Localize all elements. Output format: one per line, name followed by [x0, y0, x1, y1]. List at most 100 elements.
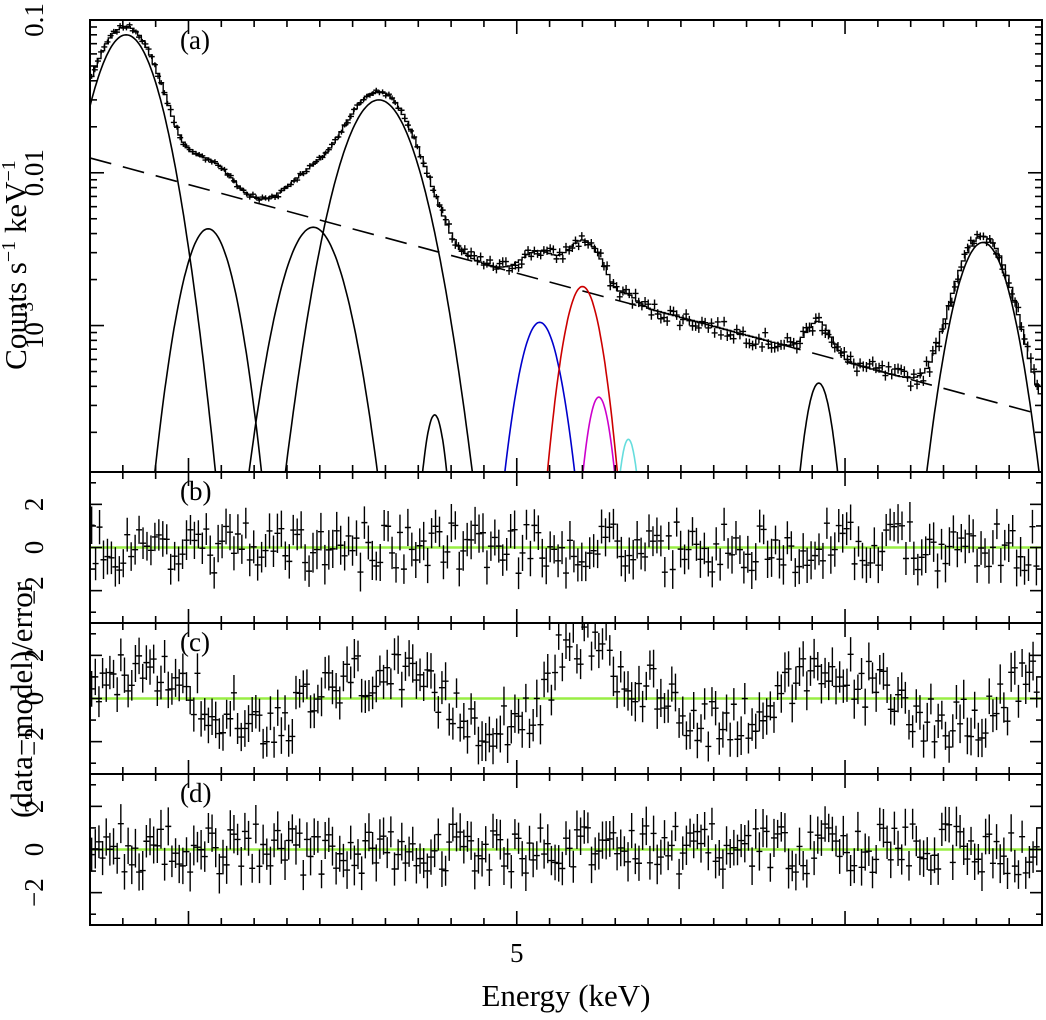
spectrum-data-point	[961, 250, 968, 259]
spectrum-data-point	[676, 320, 683, 331]
panel-d-residual-point	[865, 836, 872, 867]
panel-b-residual-point	[863, 547, 870, 583]
panel-d-residual-point	[420, 848, 427, 879]
panel-b-residual-point	[788, 531, 795, 561]
panel-c-plot-area	[91, 624, 1041, 765]
panel-d-residual-point	[139, 851, 146, 891]
panel-d-residual-point	[380, 817, 387, 855]
panel-b-residual-point	[416, 528, 423, 564]
panel-d-residual-point	[413, 847, 420, 884]
y-axis-title-residual: (data−model)/error	[4, 581, 39, 818]
panel-c-residual-point	[154, 675, 161, 707]
panel-c-residual-point	[362, 680, 369, 714]
panel-b-residual-point	[226, 514, 233, 551]
spectrum-data-point	[721, 316, 728, 327]
spectrum-data-point	[844, 354, 851, 365]
panel-d-residual-point	[811, 841, 818, 876]
spectrum-data-point	[955, 274, 962, 284]
panel-d-residual-point	[446, 823, 453, 861]
panel-b-residual-point	[784, 521, 791, 555]
panel-c-residual-point	[201, 698, 208, 731]
panel-b-residual-point	[321, 544, 328, 585]
panel-c-residual-point	[587, 624, 589, 638]
panel-d-residual-point	[683, 825, 690, 866]
spectrum-data-point	[265, 196, 272, 202]
panel-d-residual-point	[384, 837, 391, 869]
spectrum-data-point	[970, 239, 977, 248]
panel-c-residual-point	[325, 655, 332, 691]
panel-c-residual-point	[168, 673, 175, 705]
spectrum-data-point	[547, 244, 554, 253]
panel-c-residual-point	[978, 718, 985, 758]
panel-b-residual-point	[808, 541, 815, 580]
panel-c-residual-point	[595, 632, 602, 669]
spectrum-data-point	[815, 312, 822, 323]
panel-c-residual-point	[679, 696, 686, 736]
spectrum-data-point	[490, 262, 497, 271]
panel-d-residual-point	[577, 817, 584, 855]
spectrum-data-point	[980, 232, 987, 241]
panel-c-residual-point	[106, 655, 113, 690]
spectrum-data-point	[711, 328, 718, 338]
panel-b-residual-point	[918, 539, 925, 576]
panel-d-residual-point	[730, 829, 737, 866]
panel-d-residual-point	[665, 841, 672, 871]
spectrum-data-point	[534, 249, 541, 258]
panel-b-residual-point	[942, 544, 949, 583]
panel-c-residual-point	[282, 695, 289, 731]
panel-d-residual-point	[650, 815, 657, 852]
spectrum-data-point	[148, 54, 155, 60]
panel-d-residual-point	[727, 839, 734, 869]
spectrum-data-point	[445, 220, 452, 228]
spectrum-data-point	[809, 326, 816, 336]
spectrum-data-point	[733, 324, 740, 335]
panel-d-residual-point	[563, 821, 569, 856]
panel-c-residual-point	[355, 640, 362, 672]
panel-d-residual-point	[705, 835, 712, 871]
panel-c-residual-point	[989, 699, 996, 733]
panel-c-residual-point	[220, 714, 227, 751]
panel-c-residual-point	[387, 668, 394, 700]
panel-d-residual-point	[110, 828, 117, 865]
panel-b-residual-point	[732, 520, 739, 555]
spectrum-data-point	[537, 251, 544, 260]
spectrum-data-point	[749, 340, 756, 351]
panel-d-residual-point	[347, 825, 354, 860]
panel-d-residual-point	[249, 853, 256, 883]
spectrum-data-point	[578, 232, 585, 240]
panel-d-residual-point	[770, 818, 777, 857]
spectrum-data-point	[967, 236, 974, 245]
panel-d-residual-point	[296, 818, 303, 848]
panel-b-residual-point	[756, 509, 763, 543]
panel-d-residual-point	[687, 818, 694, 848]
panel-d-y-tick-label: 0	[19, 843, 49, 857]
panel-c-residual-point	[745, 722, 752, 754]
panel-c-residual-point	[344, 646, 351, 683]
panel-c-residual-point	[1000, 692, 1007, 723]
panel-b-residual-point	[1033, 546, 1040, 586]
panel-d-residual-point	[526, 825, 533, 861]
panel-b-residual-point	[910, 541, 917, 575]
panel-b-residual-point	[966, 514, 973, 554]
panel-d-residual-point	[752, 808, 759, 849]
panel-b-residual-point	[132, 534, 139, 565]
spectrum-data-point	[591, 244, 598, 253]
panel-b-residual-point	[456, 551, 463, 587]
panel-b-residual-point	[669, 550, 676, 589]
panel-d-residual-point	[482, 826, 489, 863]
panel-c-residual-point	[384, 649, 391, 686]
panel-b-residual-point	[147, 535, 154, 566]
spectrum-data-point	[313, 159, 320, 165]
panel-d-residual-point	[256, 849, 263, 884]
panel-c-residual-point	[249, 697, 256, 733]
panel-b-residual-point	[266, 513, 273, 549]
spectrum-data-point	[164, 100, 171, 106]
panel-d-residual-point	[227, 810, 234, 850]
panel-c-residual-point	[887, 694, 894, 725]
panel-c-residual-point	[161, 640, 168, 673]
panel-d-residual-point	[220, 839, 227, 875]
panel-c-residual-point	[814, 652, 821, 681]
panel-d-residual-point	[355, 839, 362, 870]
panel-b-residual-point	[472, 506, 479, 544]
panel-d-residual-point	[278, 833, 285, 864]
